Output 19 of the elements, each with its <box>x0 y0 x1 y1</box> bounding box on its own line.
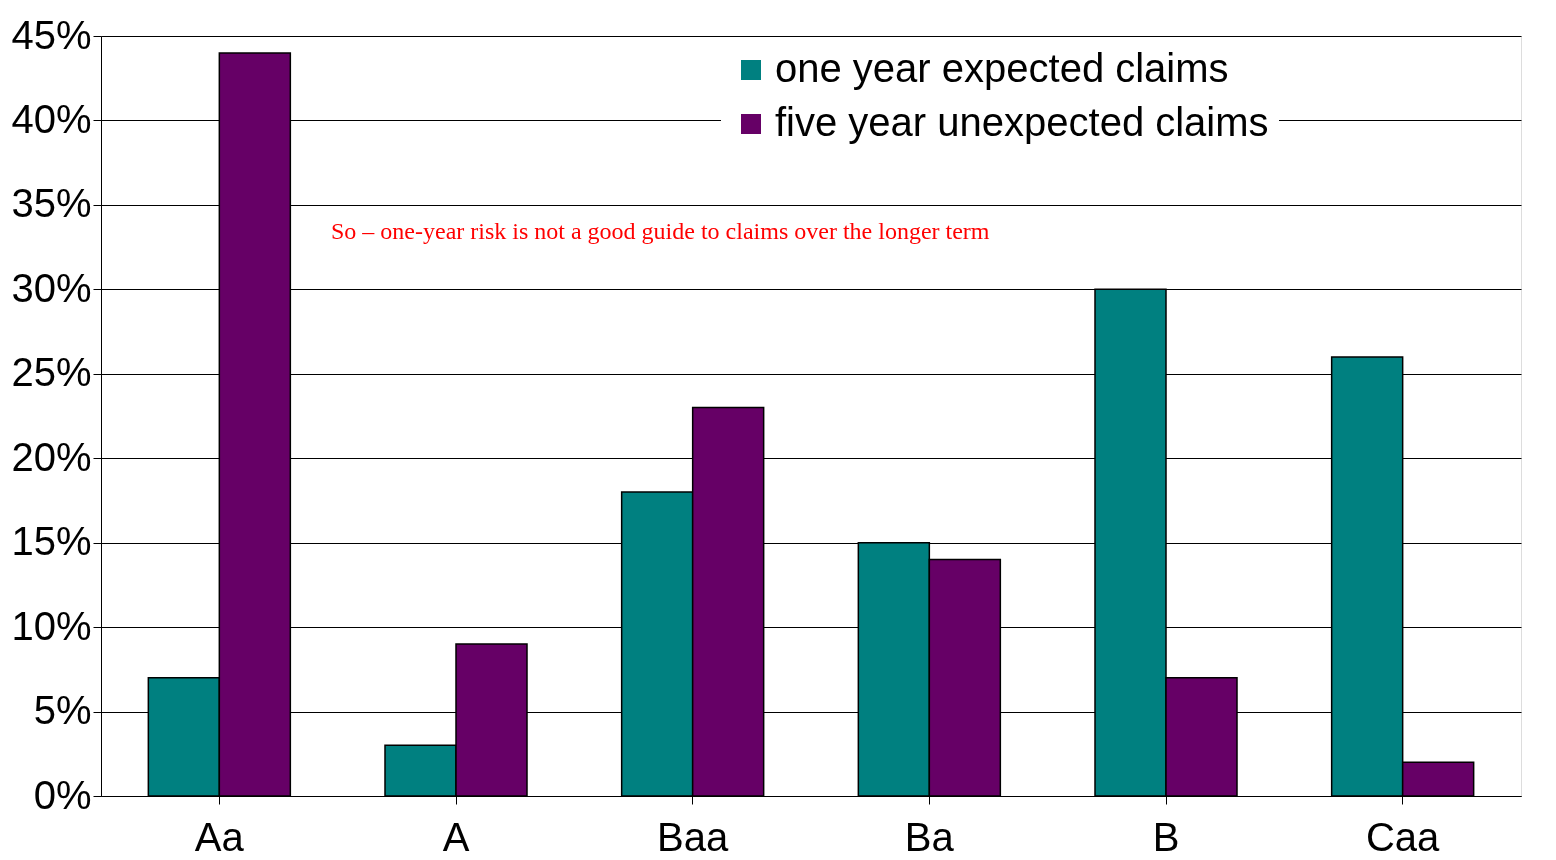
y-tick-label: 30% <box>11 265 92 310</box>
x-tick-label: B <box>1152 814 1180 859</box>
legend-label: five year unexpected claims <box>775 100 1269 144</box>
y-tick-label: 40% <box>11 96 92 141</box>
y-tick-label: 0% <box>33 772 92 817</box>
x-tick-label: Baa <box>657 814 730 859</box>
x-tick-label: Aa <box>194 814 245 859</box>
annotation: So – one-year risk is not a good guide to claims over the longer term <box>331 218 990 244</box>
y-tick-label: 20% <box>11 434 92 479</box>
y-tick-label: 10% <box>11 603 92 648</box>
y-tick-label: 5% <box>33 688 92 733</box>
legend-label: one year expected claims <box>775 46 1229 90</box>
x-tick-label: Caa <box>1365 814 1441 859</box>
y-tick-label: 35% <box>11 181 92 226</box>
x-tick-label: Ba <box>904 814 955 859</box>
x-tick-label: A <box>442 814 470 859</box>
y-tick-label: 45% <box>11 12 92 57</box>
y-tick-label: 25% <box>11 350 92 395</box>
y-tick-label: 15% <box>11 519 92 564</box>
